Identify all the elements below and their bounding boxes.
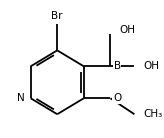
Text: CH₃: CH₃ xyxy=(144,109,163,119)
Text: OH: OH xyxy=(120,25,136,35)
Text: B: B xyxy=(113,61,121,71)
Text: N: N xyxy=(17,93,25,103)
Text: Br: Br xyxy=(51,11,63,21)
Text: O: O xyxy=(113,93,121,103)
Text: OH: OH xyxy=(144,61,160,71)
